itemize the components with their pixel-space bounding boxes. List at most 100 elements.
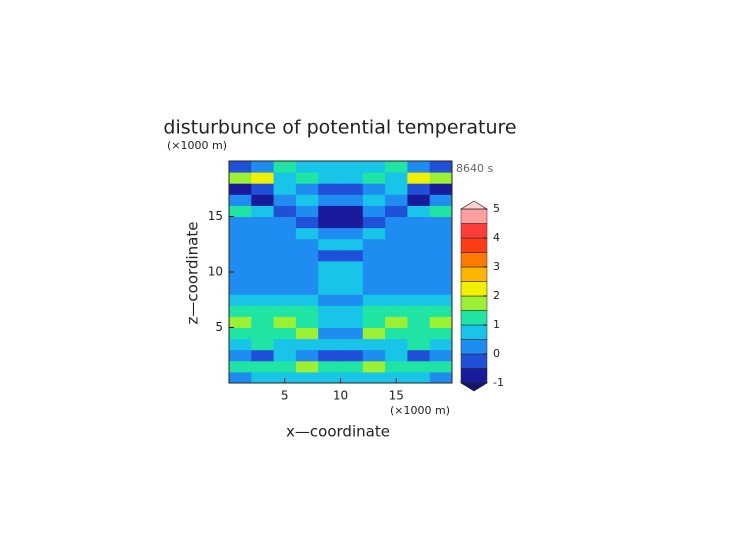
contour-cell xyxy=(407,183,431,195)
contour-cell xyxy=(318,260,341,273)
contour-cell xyxy=(385,172,408,184)
contour-cell xyxy=(385,305,408,317)
contour-cell xyxy=(429,294,453,306)
contour-cell xyxy=(385,316,408,328)
contour-cell xyxy=(385,327,408,340)
colorbar-segment xyxy=(460,310,488,326)
contour-cell xyxy=(273,227,297,240)
contour-cell xyxy=(362,360,386,373)
contour-cell xyxy=(407,216,431,229)
colorbar-tick-label: -1 xyxy=(493,376,504,389)
contour-cell xyxy=(362,260,386,273)
contour-cell xyxy=(295,227,319,240)
contour-cell xyxy=(429,338,453,351)
contour-cell xyxy=(407,360,431,373)
contour-cell xyxy=(229,360,252,373)
contour-cell xyxy=(362,227,386,240)
contour-cell xyxy=(407,161,431,173)
colorbar-segment xyxy=(460,339,488,355)
contour-cell xyxy=(362,294,386,306)
x-tick-label: 15 xyxy=(389,389,404,403)
contour-cell xyxy=(407,172,431,184)
contour-cell xyxy=(385,249,408,262)
contour-cell xyxy=(318,183,341,195)
contour-cell xyxy=(273,316,297,328)
contour-cell xyxy=(340,349,364,362)
contour-cell xyxy=(385,194,408,206)
contour-cell xyxy=(407,349,431,362)
contour-cell xyxy=(295,205,319,217)
contour-cell xyxy=(429,194,453,206)
contour-cell xyxy=(407,305,431,317)
colorbar-tick-label: 3 xyxy=(493,260,500,273)
contour-cell xyxy=(295,360,319,373)
contour-cell xyxy=(385,283,408,295)
contour-cell xyxy=(318,316,341,328)
contour-cell xyxy=(318,349,341,362)
y-unit: (×1000 m) xyxy=(167,139,227,152)
contour-cell xyxy=(229,216,252,229)
contour-cell xyxy=(429,205,453,217)
contour-cell xyxy=(385,238,408,251)
contour-cell xyxy=(340,371,364,384)
contour-cell xyxy=(429,249,453,262)
contour-cell xyxy=(273,205,297,217)
contour-cell xyxy=(318,227,341,240)
colorbar-over xyxy=(459,200,489,210)
contour-cell xyxy=(318,338,341,351)
contour-cell xyxy=(295,316,319,328)
colorbar-segment xyxy=(460,281,488,297)
contour-cell xyxy=(229,205,252,217)
contour-cell xyxy=(362,183,386,195)
contour-cell xyxy=(362,316,386,328)
contour-cell xyxy=(340,260,364,273)
x-unit: (×1000 m) xyxy=(390,404,450,417)
contour-cell xyxy=(273,294,297,306)
contour-cell xyxy=(407,283,431,295)
contour-cell xyxy=(273,360,297,373)
y-axis-label: z—coordinate xyxy=(184,222,202,325)
contour-cell xyxy=(362,205,386,217)
contour-cell xyxy=(429,227,453,240)
contour-cell xyxy=(251,227,275,240)
contour-cell xyxy=(429,305,453,317)
contour-cell xyxy=(362,216,386,229)
contour-cell xyxy=(229,349,252,362)
contour-cell xyxy=(407,371,431,384)
contour-cell xyxy=(273,305,297,317)
contour-cell xyxy=(229,172,252,184)
contour-cell xyxy=(229,183,252,195)
contour-cell xyxy=(385,371,408,384)
contour-cell xyxy=(295,294,319,306)
contour-cell xyxy=(295,260,319,273)
contour-cell xyxy=(340,227,364,240)
contour-cell xyxy=(273,260,297,273)
contour-cell xyxy=(340,172,364,184)
contour-cell xyxy=(385,294,408,306)
contour-cell xyxy=(229,371,252,384)
contour-cell xyxy=(295,249,319,262)
contour-cell xyxy=(273,249,297,262)
contour-cell xyxy=(295,349,319,362)
contour-cell xyxy=(318,371,341,384)
contour-cell xyxy=(318,283,341,295)
contour-cell xyxy=(318,272,341,284)
contour-cell xyxy=(407,327,431,340)
colorbar-segment xyxy=(460,368,488,384)
contour-cell xyxy=(385,338,408,351)
contour-cell xyxy=(340,338,364,351)
contour-cell xyxy=(385,227,408,240)
contour-cell xyxy=(295,172,319,184)
contour-cell xyxy=(385,360,408,373)
contour-cell xyxy=(429,349,453,362)
contour-cell xyxy=(295,371,319,384)
contour-cell xyxy=(407,272,431,284)
contour-cell xyxy=(340,194,364,206)
contour-cell xyxy=(362,172,386,184)
x-tick-label: 10 xyxy=(333,389,348,403)
contour-cell xyxy=(229,249,252,262)
contour-cell xyxy=(251,294,275,306)
colorbar-segment xyxy=(460,237,488,253)
contour-cell xyxy=(273,327,297,340)
contour-cell xyxy=(295,161,319,173)
